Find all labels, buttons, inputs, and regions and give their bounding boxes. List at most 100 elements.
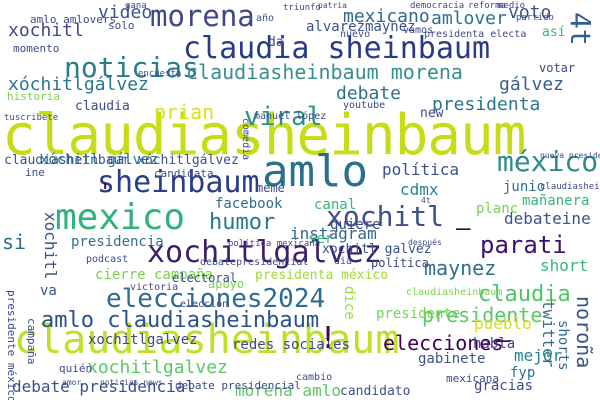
cloud-word: democracia xyxy=(410,1,465,11)
cloud-word: claudiasheinbaum xyxy=(2,103,526,168)
cloud-word: claudiasheinbaum xyxy=(406,287,503,298)
cloud-word: debate presidencial xyxy=(175,379,301,392)
cloud-word: año xyxy=(256,13,275,24)
cloud-word: debate xyxy=(336,83,402,104)
cloud-word: noticias xyxy=(64,51,199,84)
cloud-word: presidente méxico xyxy=(5,290,18,400)
cloud-word: noroña xyxy=(572,296,596,369)
cloud-word: gana xyxy=(125,1,147,11)
cloud-word: 4t xyxy=(564,12,597,46)
cloud-word: voto xyxy=(508,2,552,23)
cloud-word: junio xyxy=(503,179,546,195)
cloud-word: manuel lópez xyxy=(254,111,327,122)
cloud-word: mexicano xyxy=(343,6,430,27)
cloud-word: amlo claudiasheinbaum xyxy=(41,308,320,333)
cloud-word: habla xyxy=(473,336,516,352)
cloud-word: new xyxy=(420,106,444,121)
cloud-word: da xyxy=(268,35,284,50)
cloud-word: debateine xyxy=(504,209,591,228)
cloud-word: maynez xyxy=(424,256,497,280)
cloud-word: comedia xyxy=(240,118,251,161)
cloud-word: – xyxy=(456,214,471,242)
cloud-word: canal xyxy=(314,197,357,213)
cloud-word: presidente xyxy=(422,303,543,327)
cloud-word: 4t xyxy=(421,196,431,205)
cloud-word: meme xyxy=(256,181,285,195)
cloud-word: victoria xyxy=(130,282,179,293)
cloud-word: shorts xyxy=(555,320,571,371)
cloud-word: mañanera xyxy=(522,193,590,209)
cloud-word: electoral xyxy=(172,271,238,285)
cloud-word: momento xyxy=(13,42,60,55)
cloud-word: después xyxy=(408,238,442,247)
cloud-word: facebook xyxy=(215,196,283,212)
cloud-word: prian xyxy=(154,100,215,124)
cloud-word: quién xyxy=(59,362,93,375)
cloud-word: votar xyxy=(539,61,576,75)
cloud-word: amlo amlovers xyxy=(30,13,117,26)
cloud-word: claudia xyxy=(75,99,130,114)
cloud-word: solo xyxy=(108,19,135,32)
cloud-word: claudia xyxy=(478,282,571,307)
cloud-word: cambio xyxy=(296,372,333,383)
cloud-word: debatepresidencial xyxy=(200,257,309,268)
cloud-word: cdmx xyxy=(400,180,439,199)
cloud-word: sheinbaum xyxy=(97,165,260,200)
cloud-word: redes sociales xyxy=(232,337,351,353)
cloud-word: ' xyxy=(98,178,113,206)
cloud-word: claudiasheinbaum morena xyxy=(186,60,463,84)
cloud-word: instagram xyxy=(290,224,377,243)
cloud-word: podcast xyxy=(86,254,129,265)
cloud-word: humor xyxy=(209,210,276,235)
cloud-word: ine xyxy=(25,166,45,179)
cloud-word: claudiasheinbaum' xyxy=(540,182,600,192)
cloud-word: xochitl xyxy=(326,200,445,233)
cloud-word: fyp xyxy=(510,365,536,381)
cloud-word: twitter xyxy=(539,300,558,368)
cloud-word: noticias news xyxy=(100,378,163,387)
cloud-word: apoyo xyxy=(208,277,245,291)
cloud-word: encuesta xyxy=(138,69,182,79)
cloud-word: morena xyxy=(150,0,255,33)
cloud-word: pueblo xyxy=(474,314,532,333)
cloud-word: presidencia xyxy=(71,234,164,250)
cloud-word: alvarezmaynez xyxy=(306,19,416,35)
cloud-word: xochitl galvez xyxy=(322,242,432,257)
cloud-word: presidente xyxy=(376,306,461,322)
cloud-word: reforma xyxy=(468,1,506,11)
cloud-word: así xyxy=(542,25,566,40)
cloud-word: cierre campaña xyxy=(95,267,214,283)
cloud-word: amlo xyxy=(262,146,368,197)
cloud-word: xochitlgalvez xyxy=(147,235,382,270)
cloud-word: partido xyxy=(516,13,554,23)
cloud-word: debate presidencial xyxy=(12,377,196,396)
cloud-word: presidenta méxico xyxy=(255,268,389,283)
cloud-word: youtube xyxy=(343,100,386,111)
cloud-word: política mexicana xyxy=(228,239,321,249)
cloud-word: viral xyxy=(244,102,323,132)
cloud-word: va xyxy=(40,283,57,299)
cloud-word: elecciones xyxy=(383,331,504,355)
cloud-word: planc xyxy=(476,201,519,217)
cloud-word: xochitlgalvez xyxy=(87,357,228,378)
cloud-word: vamos xyxy=(403,25,434,36)
cloud-word: gracias xyxy=(474,378,534,394)
cloud-word: short xyxy=(540,256,589,275)
cloud-word: política xyxy=(382,160,460,179)
cloud-word: patria xyxy=(318,1,347,10)
cloud-word: xochitlgalvez xyxy=(88,332,198,348)
cloud-word: elecciones2024 xyxy=(106,284,326,314)
cloud-word: xóchitl gálvez xyxy=(40,152,159,168)
cloud-word: medio xyxy=(498,1,526,11)
cloud-word: ! xyxy=(319,321,338,356)
cloud-word: amor xyxy=(62,378,82,387)
cloud-word: tuscribete xyxy=(4,113,59,123)
cloud-word: amlover xyxy=(431,8,507,29)
cloud-word: mejor xyxy=(514,346,563,365)
cloud-word: méxico xyxy=(497,145,599,178)
cloud-word: xóchitlgálvez xyxy=(8,74,149,95)
cloud-word: gabinete xyxy=(418,351,486,367)
cloud-word: elección xyxy=(180,299,229,310)
cloud-word: morena amlo xyxy=(235,381,341,400)
